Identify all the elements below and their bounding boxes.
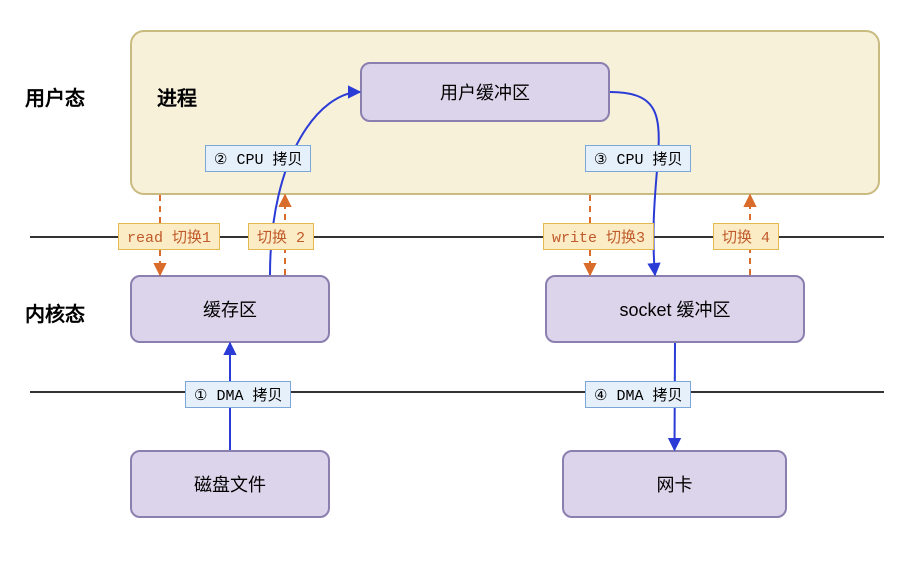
label-cpu-copy-2: ② CPU 拷贝 [205, 145, 311, 172]
label-text: ④ DMA 拷贝 [594, 384, 682, 405]
label-switch-2: 切换 2 [248, 223, 314, 250]
label-read-switch-1: read 切换1 [118, 223, 220, 250]
label-write-switch-3: write 切换3 [543, 223, 654, 250]
node-text: 网卡 [657, 471, 693, 497]
label-user-space: 用户态 [25, 82, 85, 111]
label-text: 切换 4 [722, 226, 770, 247]
label-text: ③ CPU 拷贝 [594, 148, 682, 169]
node-nic: 网卡 [562, 450, 787, 518]
node-text: 磁盘文件 [194, 471, 266, 497]
node-text: 缓存区 [203, 296, 257, 322]
node-user-buffer: 用户缓冲区 [360, 62, 610, 122]
label-switch-4: 切换 4 [713, 223, 779, 250]
label-text: read 切换1 [127, 226, 211, 247]
label-text: ② CPU 拷贝 [214, 148, 302, 169]
process-title: 进程 [157, 82, 197, 111]
label-text: 切换 2 [257, 226, 305, 247]
node-text: 用户缓冲区 [440, 79, 530, 105]
label-text: ① DMA 拷贝 [194, 384, 282, 405]
divider-kernel-hw [30, 391, 884, 393]
label-text: write 切换3 [552, 226, 645, 247]
node-text: socket 缓冲区 [619, 296, 730, 322]
label-kernel-space: 内核态 [25, 298, 85, 327]
label-cpu-copy-3: ③ CPU 拷贝 [585, 145, 691, 172]
label-dma-copy-1: ① DMA 拷贝 [185, 381, 291, 408]
diagram-canvas: 用户态 内核态 进程 用户缓冲区 缓存区 socket 缓冲区 磁盘文件 网卡 [0, 0, 914, 568]
node-disk: 磁盘文件 [130, 450, 330, 518]
label-dma-copy-4: ④ DMA 拷贝 [585, 381, 691, 408]
node-cache: 缓存区 [130, 275, 330, 343]
node-socket-buffer: socket 缓冲区 [545, 275, 805, 343]
